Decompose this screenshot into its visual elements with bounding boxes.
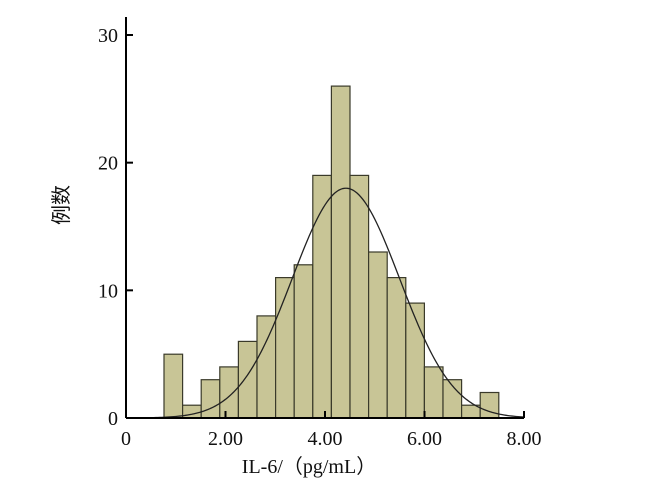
histogram-bar <box>330 85 351 419</box>
y-axis-label: 例数 <box>50 185 73 225</box>
x-axis-label: IL-6/（pg/mL） <box>242 455 376 478</box>
histogram-bar <box>405 302 425 419</box>
histogram-bar <box>163 353 184 419</box>
x-tick-label: 2.00 <box>208 428 243 450</box>
x-tick-label: 6.00 <box>407 428 442 450</box>
y-ticks: 0 10 20 30 <box>98 25 133 430</box>
x-tick-label: 8.00 <box>507 428 542 450</box>
y-tick-label: 10 <box>98 280 118 302</box>
histogram-bar <box>312 174 332 419</box>
histogram-bar <box>423 366 444 419</box>
y-tick-label: 0 <box>108 408 118 430</box>
x-ticks: 0 2.00 4.00 6.00 8.00 <box>121 411 542 450</box>
x-tick-label: 4.00 <box>308 428 343 450</box>
histogram-bar <box>182 404 202 419</box>
histogram-bar <box>237 340 258 419</box>
histogram-bar <box>256 315 277 419</box>
histogram-bar <box>479 391 500 419</box>
normal-curve <box>125 187 525 419</box>
histogram-bar <box>368 251 388 419</box>
histogram-bar <box>219 366 240 419</box>
histogram-bar <box>200 379 221 419</box>
y-tick-label: 30 <box>98 25 118 47</box>
x-tick-label: 0 <box>121 428 131 450</box>
histogram-bar <box>349 174 370 419</box>
y-tick-label: 20 <box>98 153 118 175</box>
bars-group <box>163 85 500 419</box>
histogram-bar <box>386 277 407 419</box>
histogram-bar <box>293 264 314 419</box>
